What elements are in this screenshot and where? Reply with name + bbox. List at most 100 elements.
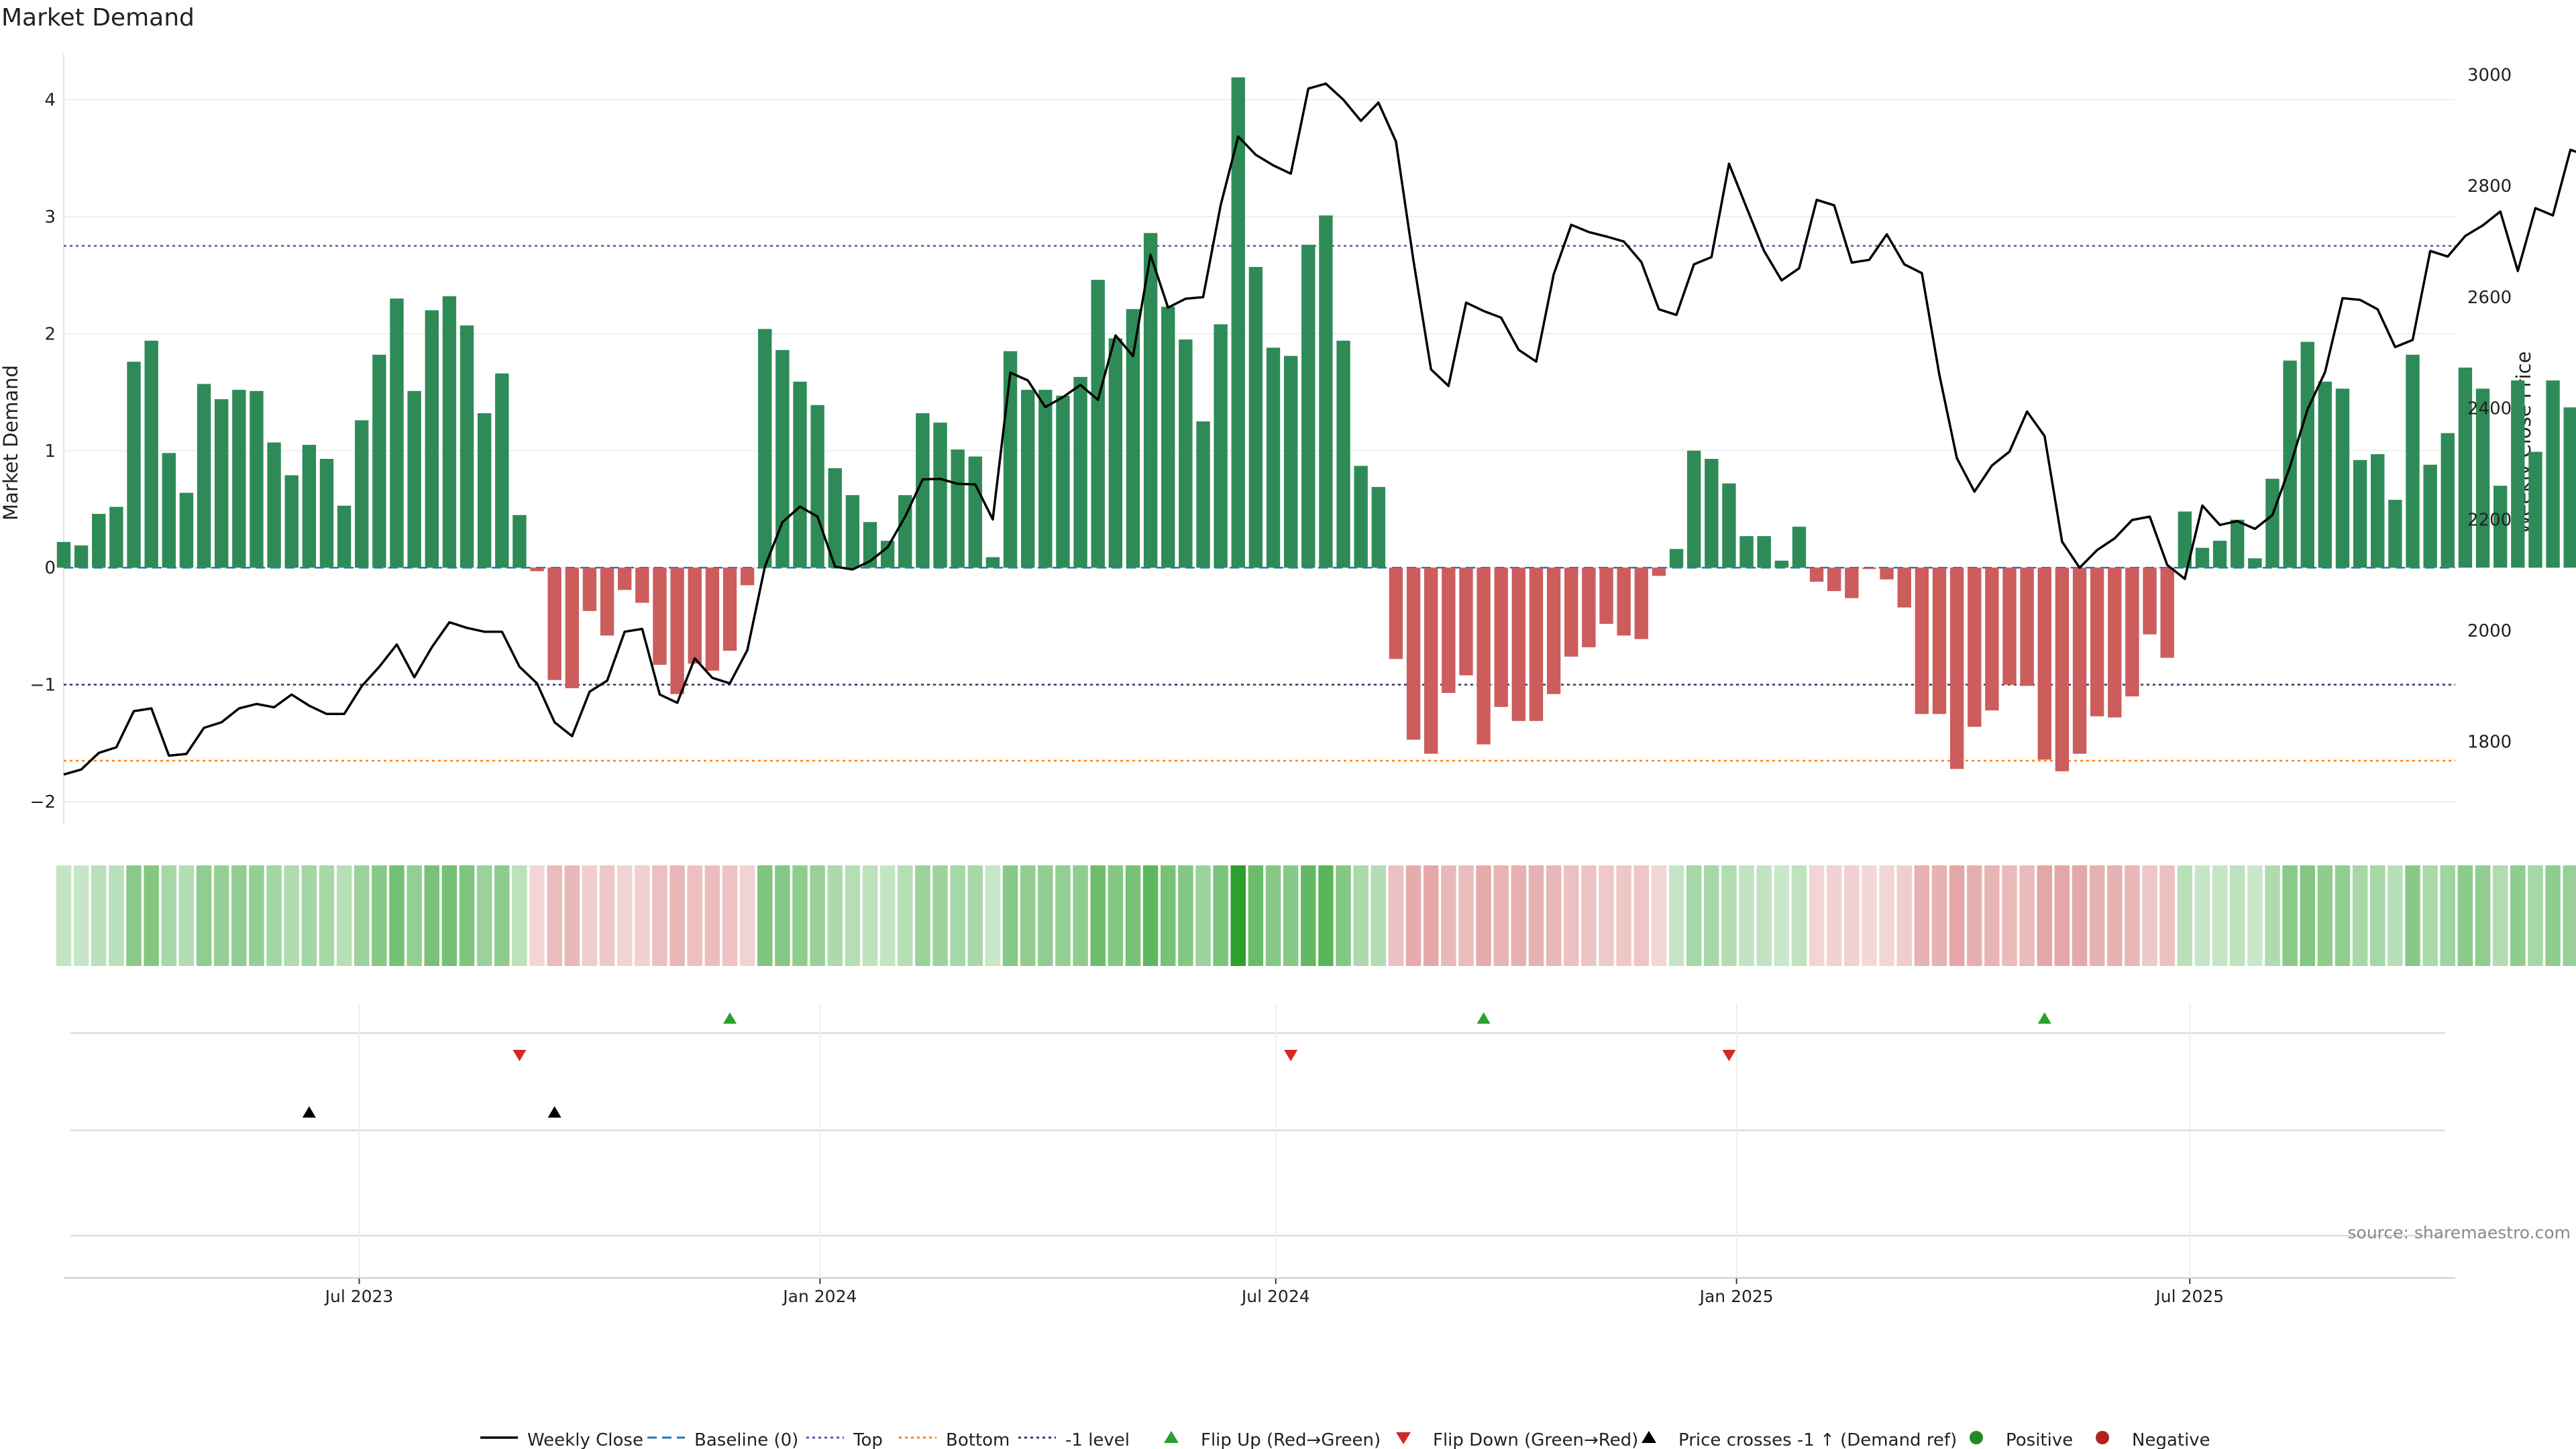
demand-bar-positive	[460, 325, 474, 568]
heat-cell	[2107, 865, 2123, 966]
demand-bar-negative	[2090, 568, 2104, 716]
heat-cell	[1704, 865, 1719, 966]
heat-cell	[2492, 865, 2508, 966]
heat-cell	[985, 865, 1001, 966]
heat-cell	[616, 865, 633, 966]
legend-item-flip_up: Flip Up (Red→Green)	[1164, 1430, 1381, 1449]
demand-bar-positive	[1161, 307, 1175, 568]
heat-cell	[1405, 865, 1421, 966]
heat-cell	[1265, 865, 1281, 966]
heat-cell	[1213, 865, 1228, 966]
demand-bar-positive	[1038, 390, 1053, 568]
demand-bar-positive	[775, 350, 790, 568]
heat-cell	[1949, 865, 1965, 966]
heat-cell	[1090, 865, 1106, 966]
demand-bar-negative	[1809, 568, 1824, 582]
heat-cell	[2370, 865, 2385, 966]
heat-cell	[2265, 865, 2280, 966]
legend-marker-cross	[1642, 1431, 1656, 1443]
demand-bar-positive	[1108, 338, 1123, 568]
demand-bar-positive	[197, 384, 211, 568]
heat-cell	[319, 865, 335, 966]
legend-marker-flip_up	[1164, 1431, 1179, 1443]
heat-cell	[704, 865, 720, 966]
demand-bar-negative	[1582, 568, 1596, 647]
heat-cell	[1178, 865, 1193, 966]
heat-cell	[1599, 865, 1614, 966]
x-tick-label: Jul 2025	[2154, 1287, 2224, 1306]
legend-item-bottom: Bottom	[899, 1430, 1010, 1449]
demand-bar-positive	[951, 449, 965, 568]
demand-bar-positive	[810, 405, 824, 568]
demand-bar-positive	[2318, 381, 2332, 568]
heat-cell	[144, 865, 159, 966]
heat-cell	[1230, 865, 1246, 966]
flip-up-marker	[722, 1012, 737, 1024]
flip-up-marker	[1477, 1012, 1491, 1024]
demand-bar-positive	[1056, 395, 1070, 568]
demand-bar-positive	[985, 557, 1000, 568]
heat-cell	[1476, 865, 1491, 966]
heat-cell	[2405, 865, 2420, 966]
heat-cell	[178, 865, 195, 966]
legend-item-close: Weekly Close	[480, 1430, 643, 1449]
heat-cell	[2422, 865, 2438, 966]
heat-cell	[687, 865, 702, 966]
demand-bar-positive	[390, 299, 404, 568]
heat-cell	[635, 865, 650, 966]
heat-cell	[372, 865, 387, 966]
demand-bar-positive	[1266, 347, 1281, 568]
legend-label-top: Top	[853, 1430, 883, 1449]
heat-cell	[950, 865, 965, 966]
heat-cell	[2019, 865, 2035, 966]
heat-cell	[1528, 865, 1544, 966]
demand-bar-positive	[250, 390, 264, 568]
demand-bar-positive	[2371, 454, 2385, 568]
demand-bar-positive	[1179, 339, 1193, 568]
demand-bar-positive	[2475, 388, 2490, 568]
heat-cell	[2563, 865, 2576, 966]
heat-cell	[1336, 865, 1351, 966]
heat-cell	[2159, 865, 2175, 966]
y2-tick-label: 2400	[2467, 399, 2512, 419]
event-markers	[70, 1012, 2445, 1237]
heat-cell	[1931, 865, 1947, 966]
heat-cell	[1423, 865, 1439, 966]
flip-down-marker	[513, 1050, 527, 1061]
heat-cell	[1353, 865, 1368, 966]
demand-bar-positive	[1757, 536, 1771, 568]
demand-bar-positive	[56, 541, 71, 568]
demand-bar-positive	[355, 420, 369, 568]
demand-bar-positive	[1143, 233, 1158, 568]
y2-tick-label: 2800	[2467, 176, 2512, 197]
legend-marker-flip_down	[1396, 1432, 1411, 1444]
heat-cell	[2300, 865, 2315, 966]
demand-bar-negative	[1932, 568, 1947, 714]
heat-cell	[564, 865, 580, 966]
demand-bar-negative	[1529, 568, 1544, 721]
demand-bar-positive	[2178, 511, 2192, 568]
heat-cell	[2440, 865, 2456, 966]
demand-bar-positive	[162, 453, 176, 568]
heat-cell	[213, 865, 229, 966]
flip-down-marker	[1722, 1050, 1736, 1061]
demand-bar-positive	[2388, 500, 2402, 568]
demand-bar-positive	[2546, 380, 2560, 568]
x-tick-label: Jan 2024	[782, 1287, 857, 1306]
legend-item-minus1: -1 level	[1018, 1430, 1130, 1449]
demand-bar-negative	[1968, 568, 1982, 727]
legend-item-flip_down: Flip Down (Green→Red)	[1396, 1430, 1638, 1449]
heat-cell	[2528, 865, 2543, 966]
demand-bar-positive	[144, 340, 158, 568]
heat-cell	[1458, 865, 1474, 966]
heat-cell	[1721, 865, 1737, 966]
legend-label-cross: Price crosses -1 ↑ (Demand ref)	[1678, 1430, 1957, 1449]
heat-cell	[389, 865, 405, 966]
heat-cell	[1826, 865, 1842, 966]
demand-bar-positive	[2458, 367, 2473, 568]
heat-cell	[1668, 865, 1684, 966]
demand-bar-positive	[214, 399, 229, 568]
legend-item-positive: Positive	[1970, 1430, 2073, 1449]
heat-cell	[1161, 865, 1176, 966]
heat-cell	[441, 865, 458, 966]
